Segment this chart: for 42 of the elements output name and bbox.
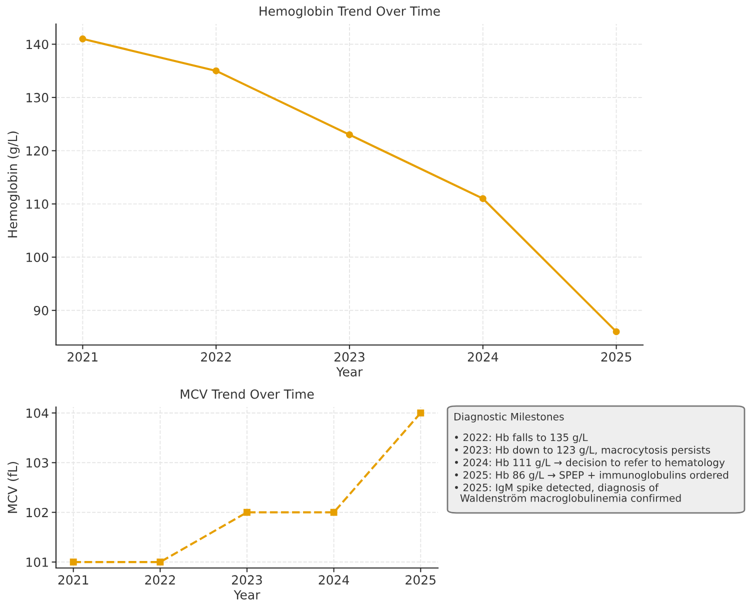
y-tick-label: 110 <box>26 199 48 209</box>
y-axis-title: MCV (fL) <box>8 462 19 513</box>
y-tick-label: 101 <box>26 558 48 567</box>
y-tick-label: 100 <box>26 252 48 262</box>
x-tick-label: 2023 <box>232 575 262 585</box>
point <box>417 409 424 416</box>
x-tick-label: 2023 <box>334 352 364 362</box>
point <box>346 131 353 138</box>
point <box>70 558 77 566</box>
chart-title: Hemoglobin Trend Over Time <box>260 6 440 18</box>
x-axis-title: Year <box>234 590 260 600</box>
y-tick-label: 103 <box>26 458 48 468</box>
y-tick-label: 140 <box>26 40 48 50</box>
x-tick-label: 2024 <box>318 575 350 585</box>
point <box>244 508 250 516</box>
text: Diagnostic Milestones <box>454 412 564 422</box>
text: • 2022: Hb falls to 135 g/L <box>455 433 588 444</box>
point <box>212 67 220 74</box>
y-tick-label: 130 <box>26 92 48 102</box>
x-tick-label: 2021 <box>68 352 98 362</box>
y-tick-label: 102 <box>26 508 48 518</box>
x-tick-label: 2025 <box>601 352 632 362</box>
y-tick-label: 120 <box>26 146 48 156</box>
chart-title: MCV Trend Over Time <box>180 389 314 399</box>
point <box>612 328 620 336</box>
y-tick-label: 90 <box>34 306 48 316</box>
text: • 2025: IgM spike detected, diagnosis of Waldenström macroglobulinemia confirmed <box>455 483 681 504</box>
x-tick-label: 2022 <box>201 352 231 362</box>
x-tick-label: 2024 <box>468 352 498 362</box>
text: • 2025: Hb 86 g/L → SPEP + immunoglobulins ordered <box>455 470 728 481</box>
text: • 2024: Hb 111 g/L → decision to refer to hematology <box>455 458 725 468</box>
point <box>156 558 164 566</box>
y-axis-title: Hemoglobin (g/L) <box>8 132 20 238</box>
point <box>330 508 338 516</box>
x-tick-label: 2022 <box>145 575 175 585</box>
point <box>79 35 86 42</box>
point <box>479 195 486 202</box>
x-tick-label: 2025 <box>406 575 436 585</box>
x-tick-label: 2021 <box>58 575 88 585</box>
x-axis-title: Year <box>336 367 363 376</box>
y-tick-label: 104 <box>26 408 48 418</box>
text: • 2023: Hb down to 123 g/L, macrocytosis persists <box>455 446 710 456</box>
